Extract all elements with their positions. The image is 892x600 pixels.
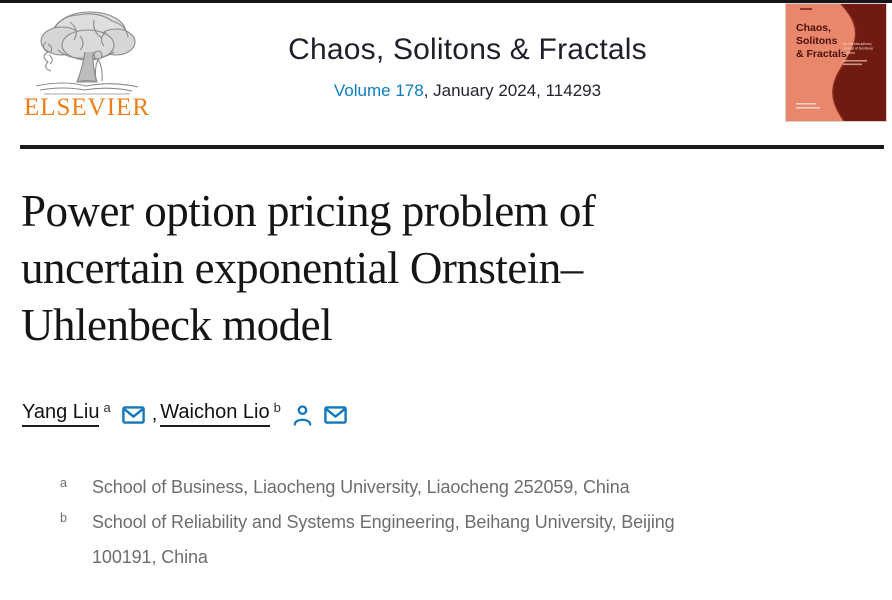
elsevier-logo[interactable]: ELSEVIER — [22, 6, 152, 128]
author-link-waichon-lio[interactable]: Waichon Lio — [160, 401, 270, 427]
elsevier-tree-icon — [35, 11, 139, 95]
cover-subtitle-line: Journal of Nonlinear — [843, 47, 874, 51]
author-affiliation-sup: b — [273, 399, 281, 415]
affiliation-text: 100191, China — [92, 547, 208, 567]
affiliation-text: School of Business, Liaocheng University… — [92, 477, 630, 497]
affiliation-text: School of Reliability and Systems Engine… — [92, 512, 675, 532]
author-link-yang-liu[interactable]: Yang Liu — [22, 401, 100, 427]
volume-link[interactable]: Volume 178 — [333, 81, 424, 100]
journal-title-link[interactable]: Chaos, Solitons & Fractals — [288, 33, 647, 66]
journal-header: Chaos, Solitons & Fractals Volume 178, J… — [160, 0, 775, 101]
person-icon — [293, 405, 312, 426]
author-affiliation-sup: a — [103, 399, 111, 415]
affiliation-sup: a — [60, 476, 67, 490]
cover-subtitle-line: Science — [843, 51, 855, 55]
issue-info: , January 2024, 114293 — [423, 81, 602, 100]
cover-subtitle-line: An Interdisciplinary — [843, 42, 872, 46]
cover-title-line: Solitons — [796, 35, 838, 47]
author-profile-button[interactable] — [292, 404, 313, 426]
cover-title-line: & Fractals — [796, 48, 847, 60]
envelope-icon — [324, 406, 347, 424]
author-separator: , — [151, 402, 158, 425]
journal-cover-thumbnail[interactable]: Chaos, Solitons & Fractals An Interdisci… — [786, 4, 886, 121]
email-author-button[interactable] — [121, 406, 145, 424]
authors-row: Yang Liu a , Waichon Lio b — [22, 399, 347, 427]
article-title: Power option pricing problem of uncertai… — [21, 183, 821, 354]
cover-title-line: Chaos, — [796, 22, 831, 34]
issue-line: Volume 178, January 2024, 114293 — [160, 81, 775, 101]
affiliation-row-a: a School of Business, Liaocheng Universi… — [60, 470, 880, 505]
affiliation-row-b: b School of Reliability and Systems Engi… — [60, 505, 880, 575]
affiliations-list: a School of Business, Liaocheng Universi… — [60, 470, 880, 575]
email-author-button[interactable] — [324, 406, 347, 424]
window-top-border — [0, 0, 892, 3]
cover-wave-shape — [832, 4, 886, 121]
header-divider — [20, 145, 884, 149]
elsevier-wordmark: ELSEVIER — [23, 94, 151, 121]
envelope-icon — [121, 406, 145, 424]
article-title-line: uncertain exponential Ornstein– — [21, 243, 583, 293]
article-title-line: Uhlenbeck model — [21, 300, 333, 350]
affiliation-sup: b — [60, 511, 67, 525]
article-title-line: Power option pricing problem of — [21, 186, 596, 236]
